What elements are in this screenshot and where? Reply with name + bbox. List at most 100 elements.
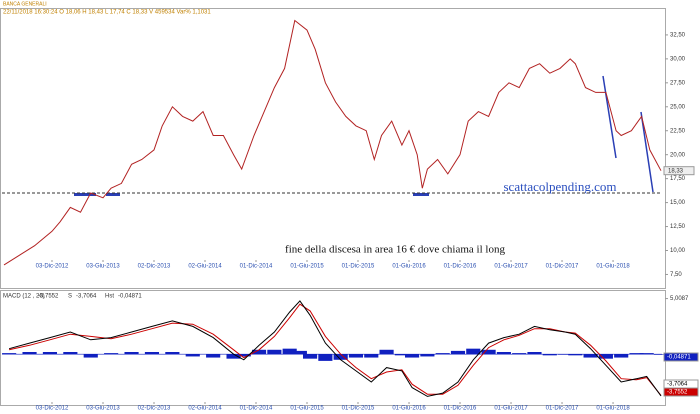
x-tick-label: 01-Giu-2018 (596, 406, 630, 412)
histogram-bar (639, 353, 654, 355)
trend-line (640, 111, 654, 193)
histogram-bar (144, 352, 160, 355)
histogram-bar (450, 350, 466, 355)
x-tick-label: 01-Giu-2015 (290, 264, 324, 270)
histogram-bar (226, 354, 241, 359)
x-tick-label: 03-Dic-2012 (36, 406, 69, 412)
histogram-bar (348, 354, 364, 358)
x-tick-label: 02-Giu-2014 (188, 406, 222, 412)
value-box (663, 387, 699, 397)
x-tick-label: 01-Dic-2015 (342, 406, 375, 412)
histogram-bar (333, 354, 348, 360)
last-price-box (663, 166, 695, 176)
histogram-bar (165, 352, 180, 355)
x-tick-label: 02-Giu-2014 (188, 264, 222, 270)
histogram-bar (292, 350, 307, 355)
histogram-bar (496, 352, 511, 355)
y-tick-label: 27,50 (670, 80, 686, 86)
histogram-bar (267, 349, 282, 355)
macd-panel (0, 290, 666, 406)
histogram-bar (420, 354, 435, 357)
price-line (3, 19, 662, 266)
y-tick-label: 15,00 (670, 200, 686, 206)
macd-line (8, 300, 662, 397)
histogram-bar (63, 352, 78, 355)
x-tick-label: 01-Dic-2014 (240, 264, 273, 270)
histogram-bar (466, 348, 481, 355)
support-marker (74, 193, 96, 196)
histogram-bar (236, 354, 251, 357)
histogram-bar (251, 349, 267, 355)
x-tick-label: 01-Dic-2016 (444, 406, 477, 412)
y-tick-label: 30,00 (670, 56, 686, 62)
histogram-bar (405, 354, 420, 358)
histogram-bar (318, 354, 333, 361)
x-tick-label: 01-Dic-2017 (546, 264, 579, 270)
x-tick-label: 01-Giu-2018 (596, 264, 630, 270)
histogram-bar (42, 352, 58, 355)
histogram-bar (124, 352, 139, 355)
x-tick-label: 01-Dic-2017 (546, 406, 579, 412)
histogram-bar (435, 353, 450, 355)
y-tick-label: 12,50 (670, 224, 686, 230)
x-tick-label: 01-Dic-2016 (444, 264, 477, 270)
histogram-bar (614, 354, 629, 358)
histogram-bar (206, 354, 221, 358)
trend-line (602, 75, 617, 159)
histogram-bar (653, 354, 669, 355)
histogram-bar (185, 354, 200, 357)
last-price-label: 18,33 (668, 168, 684, 174)
price-panel (0, 8, 666, 289)
histogram-bar (542, 354, 557, 356)
x-tick-label: 03-Dic-2012 (36, 264, 69, 270)
chart-title: BANCA GENERALI (3, 1, 47, 7)
x-tick-label: 01-Giu-2017 (494, 264, 528, 270)
legend-value: -3,7064 (76, 294, 97, 300)
x-tick-label: 01-Giu-2017 (494, 406, 528, 412)
histogram-bar (282, 348, 297, 355)
y-tick-label: 17,50 (670, 176, 686, 182)
y-tick-label: 7,50 (670, 272, 682, 278)
macd-last: -3,7552 (38, 294, 59, 300)
annotation: fine della discesa in area 16 € dove chi… (285, 244, 505, 256)
histogram-bar (527, 352, 542, 355)
value-box-label: -3,7552 (667, 390, 688, 396)
y-tick-label: 22,50 (670, 128, 686, 134)
y-tick-label: 32,50 (670, 32, 686, 38)
histogram-bar (598, 354, 613, 359)
histogram-bar (302, 354, 318, 359)
x-tick-label: 01-Giu-2016 (392, 264, 426, 270)
histogram-bar (558, 354, 573, 355)
histogram-bar (364, 354, 379, 358)
histogram-bar (512, 353, 527, 355)
value-box-label: -0,04871 (667, 355, 691, 361)
histogram-bar (629, 353, 644, 355)
x-tick-label: 03-Giu-2013 (86, 264, 120, 270)
y-tick-label: 25,00 (670, 104, 686, 110)
y-tick-label: 20,00 (670, 152, 686, 158)
histogram-bar (22, 352, 37, 355)
x-tick-label: 01-Dic-2015 (342, 264, 375, 270)
y-tick-label: 10,00 (670, 248, 686, 254)
legend-value: -0,04871 (118, 294, 142, 300)
histogram-bar (394, 354, 409, 356)
annotation: scattacolpending.com (504, 179, 617, 194)
x-tick-label: 01-Giu-2015 (290, 406, 324, 412)
macd-title: MACD (12 , 26) (3, 294, 45, 300)
histogram-bar (83, 354, 98, 358)
histogram-bar (481, 349, 496, 355)
histogram-bar (583, 354, 598, 358)
histogram-bar (379, 349, 394, 355)
value-box-label: -3,7064 (667, 382, 688, 388)
support-marker (106, 193, 120, 196)
histogram-bar (104, 353, 119, 355)
x-tick-label: 03-Giu-2013 (86, 406, 120, 412)
x-tick-label: 01-Dic-2014 (240, 406, 273, 412)
x-tick-label: 01-Giu-2016 (392, 406, 426, 412)
y-tick-label: 5,0087 (670, 296, 689, 302)
value-box (663, 352, 699, 362)
support-marker (413, 193, 429, 196)
histogram-bar (2, 353, 17, 355)
